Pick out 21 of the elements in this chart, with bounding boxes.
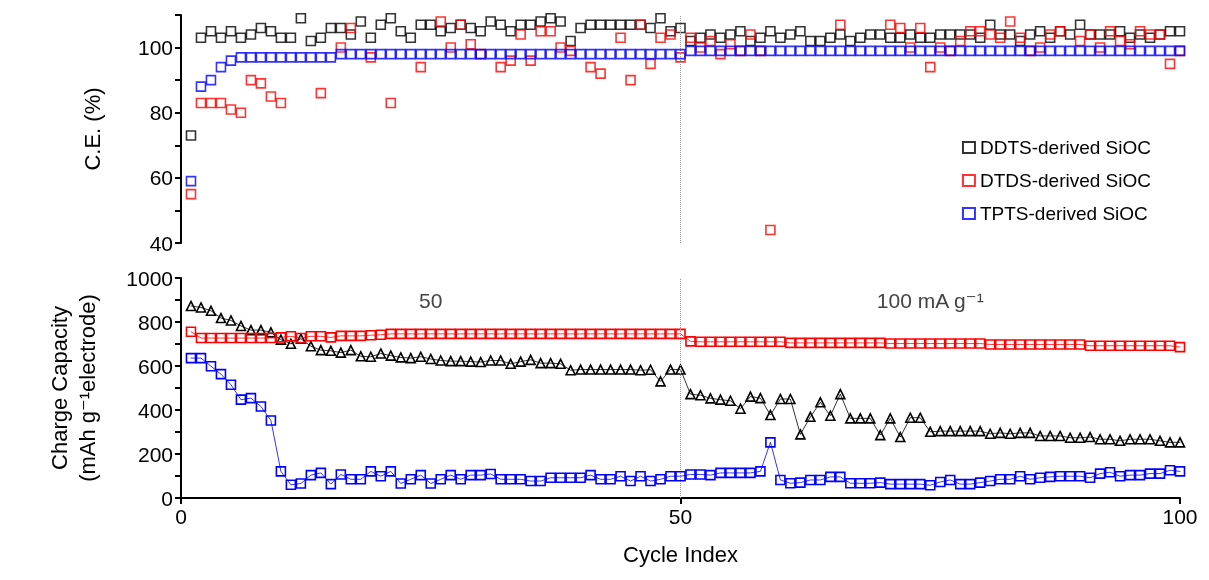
x-tick-label: 100 bbox=[1162, 505, 1198, 528]
legend-label: DDTS-derived SiOC bbox=[979, 137, 1152, 158]
y-axis-title: Charge Capacity (mAh g⁻¹electrode) bbox=[46, 294, 100, 482]
y-tick-label: 80 bbox=[149, 101, 173, 125]
annotation: 100 mA g⁻¹ bbox=[876, 289, 984, 312]
y-tick-label: 800 bbox=[137, 310, 173, 334]
y-tick-label: 0 bbox=[161, 486, 173, 510]
y-axis-title: C.E. (%) bbox=[79, 87, 105, 171]
legend-label: DTDS-derived SiOC bbox=[979, 170, 1152, 191]
legend-label: TPTS-derived SiOC bbox=[979, 203, 1148, 224]
y-tick-label: 600 bbox=[137, 354, 173, 378]
y-tick-label: 100 bbox=[137, 36, 173, 60]
y-tick-label: 1000 bbox=[126, 266, 173, 290]
y-tick-label: 60 bbox=[149, 166, 173, 190]
y-tick-label: 400 bbox=[137, 398, 173, 422]
x-tick-label: 0 bbox=[175, 505, 187, 528]
y-tick-label: 40 bbox=[149, 231, 173, 255]
annotation: 50 bbox=[419, 289, 443, 312]
x-axis-title: Cycle Index bbox=[623, 541, 738, 567]
x-tick-label: 50 bbox=[668, 505, 693, 528]
y-tick-label: 200 bbox=[137, 442, 173, 466]
